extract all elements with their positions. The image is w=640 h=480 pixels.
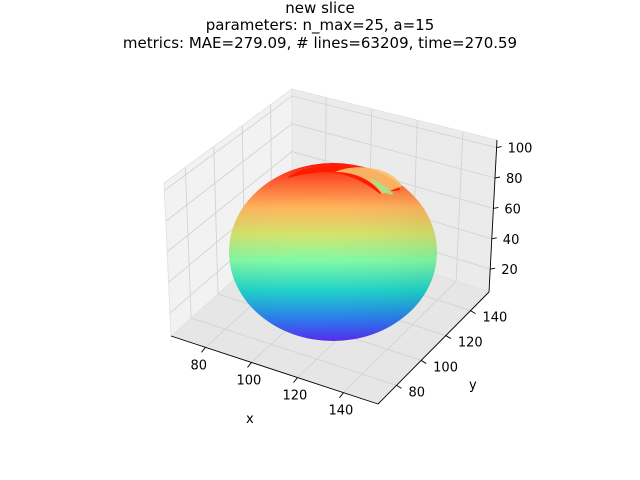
x-axis-label: x	[246, 412, 254, 427]
z-tick-mark	[496, 146, 502, 149]
chart-title: new slice	[285, 0, 355, 17]
z-tick-mark	[494, 176, 501, 179]
z-tick-label: 60	[504, 202, 521, 217]
surface	[229, 163, 437, 341]
y-gridline	[184, 167, 397, 386]
z-tick-label: 20	[501, 263, 518, 278]
x-tick-label: 100	[237, 373, 262, 388]
z-tick-label: 100	[508, 142, 533, 157]
x-tick-label: 80	[191, 358, 208, 373]
z-tick-label: 80	[506, 172, 523, 187]
z-tick-mark	[490, 267, 496, 270]
x-tick-label: 140	[329, 404, 354, 419]
x-tick-mark	[293, 377, 298, 383]
y-tick-label: 100	[433, 360, 458, 375]
y-tick-mark	[445, 335, 452, 339]
z-gridline	[165, 123, 496, 222]
x-gridline	[343, 131, 464, 393]
x-tick-mark	[339, 392, 344, 398]
chart-subtitle-parameters: parameters: n_max=25, a=15	[205, 16, 435, 34]
surface-shading	[229, 163, 437, 341]
surface-inner-shadow	[370, 178, 394, 195]
y-tick-label: 140	[483, 311, 508, 326]
x-tick-mark	[247, 362, 252, 368]
y-tick-mark	[396, 384, 402, 389]
z-tick-mark	[491, 237, 497, 240]
y-tick-label: 120	[458, 336, 483, 351]
y-tick-label: 80	[409, 385, 426, 400]
z-gridline	[164, 95, 497, 192]
chart-subtitle-metrics: metrics: MAE=279.09, # lines=63209, time…	[122, 34, 518, 52]
y-tick-mark	[420, 360, 427, 364]
z-tick-mark	[493, 206, 499, 209]
x-tick-label: 120	[283, 389, 308, 404]
z-tick-label: 40	[503, 233, 520, 248]
y-axis-label: y	[469, 378, 477, 393]
y-tick-mark	[470, 310, 476, 315]
x-tick-mark	[201, 347, 206, 353]
z-gridline	[166, 151, 494, 253]
z-axis-line	[488, 139, 498, 293]
